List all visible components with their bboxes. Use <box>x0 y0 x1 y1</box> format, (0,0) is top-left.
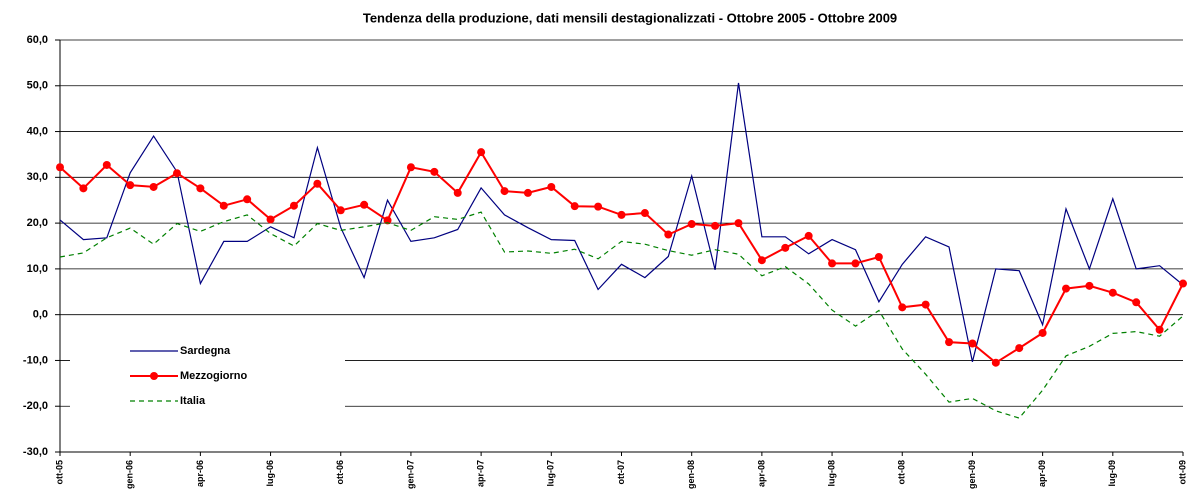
point <box>781 243 790 252</box>
point <box>640 209 649 218</box>
point <box>804 231 813 240</box>
x-tick-label: gen-09 <box>967 460 977 489</box>
x-tick-label: ott-09 <box>1177 460 1187 485</box>
chart-title: Tendenza della produzione, dati mensili … <box>363 10 897 25</box>
point <box>968 339 977 348</box>
y-tick-label: 50,0 <box>27 80 48 92</box>
point <box>828 259 837 268</box>
point <box>874 252 883 261</box>
x-tick-label: apr-07 <box>476 460 486 487</box>
point <box>406 163 415 172</box>
x-tick-label: ott-07 <box>616 460 626 485</box>
legend-marker <box>150 372 158 380</box>
point <box>430 167 439 176</box>
y-tick-label: 40,0 <box>27 125 48 137</box>
point <box>898 303 907 312</box>
x-tick-label: ott-05 <box>54 460 64 485</box>
point <box>243 195 252 204</box>
point <box>1132 298 1141 307</box>
point <box>266 215 275 224</box>
point <box>734 219 743 228</box>
point <box>687 220 696 229</box>
point <box>500 187 509 196</box>
point <box>360 200 369 209</box>
x-tick-label: ott-08 <box>897 460 907 485</box>
point <box>1155 325 1164 334</box>
point <box>991 358 1000 367</box>
point <box>664 230 673 239</box>
x-tick-label: gen-07 <box>405 460 415 489</box>
point <box>172 169 181 178</box>
point <box>126 181 135 190</box>
x-tick-label: lug-09 <box>1107 460 1117 487</box>
y-tick-label: -30,0 <box>23 446 48 458</box>
point <box>383 216 392 225</box>
legend-label: Mezzogiorno <box>180 370 247 382</box>
point <box>1015 344 1024 353</box>
y-tick-label: 10,0 <box>27 263 48 275</box>
series-line <box>59 211 1184 419</box>
y-tick-label: 30,0 <box>27 171 48 183</box>
point <box>523 188 532 197</box>
legend-label: Italia <box>180 395 206 407</box>
point <box>453 188 462 197</box>
point <box>945 338 954 347</box>
y-tick-label: -10,0 <box>23 354 48 366</box>
point <box>757 256 766 265</box>
point <box>617 210 626 219</box>
point <box>594 202 603 211</box>
x-tick-label: lug-06 <box>265 460 275 487</box>
legend-label: Sardegna <box>180 345 231 357</box>
point <box>851 259 860 268</box>
y-tick-label: 60,0 <box>27 34 48 46</box>
point <box>313 179 322 188</box>
point <box>79 184 88 193</box>
y-tick-label: 20,0 <box>27 217 48 229</box>
point <box>196 184 205 193</box>
series-line <box>59 150 1184 364</box>
x-tick-label: apr-08 <box>756 460 766 487</box>
point <box>102 160 111 169</box>
legend-box <box>70 335 345 415</box>
x-tick-label: lug-08 <box>826 460 836 487</box>
point <box>149 182 158 191</box>
x-tick-label: ott-06 <box>335 460 345 485</box>
point <box>289 201 298 210</box>
point <box>56 163 64 172</box>
point <box>1038 328 1047 337</box>
series-line <box>59 82 1184 362</box>
point <box>1085 281 1094 290</box>
point <box>921 300 930 309</box>
x-tick-label: gen-08 <box>686 460 696 489</box>
point <box>1062 284 1071 293</box>
x-tick-label: apr-09 <box>1037 460 1047 487</box>
x-tick-label: apr-06 <box>195 460 205 487</box>
point <box>477 148 486 157</box>
y-tick-label: -20,0 <box>23 400 48 412</box>
point <box>547 182 556 191</box>
x-tick-label: gen-06 <box>125 460 135 489</box>
point <box>219 201 228 210</box>
point <box>1179 279 1187 288</box>
point <box>336 206 345 215</box>
x-tick-label: lug-07 <box>546 460 556 487</box>
point <box>570 202 579 211</box>
y-tick-label: 0,0 <box>33 309 48 321</box>
point <box>711 221 720 230</box>
point <box>1108 288 1117 297</box>
